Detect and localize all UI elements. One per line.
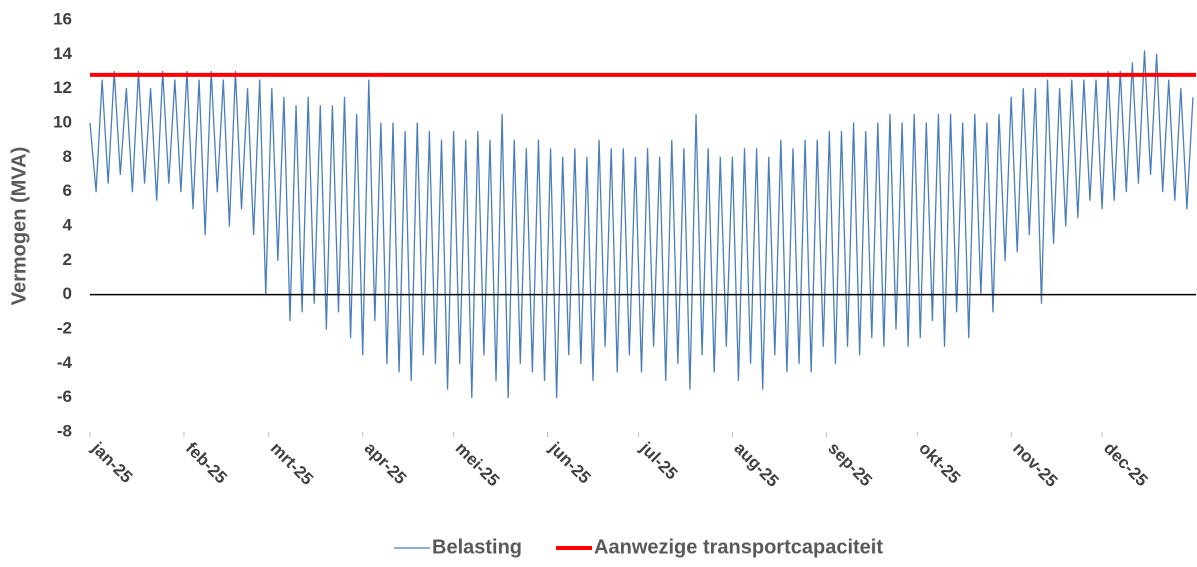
x-tick-label: okt-25: [915, 439, 964, 488]
y-axis-title: Vermogen (MVA): [8, 147, 30, 306]
y-tick-label: 12: [53, 78, 72, 97]
legend: Belasting Aanwezige transportcapaciteit: [394, 536, 883, 558]
y-tick-label: 10: [53, 112, 72, 131]
y-tick-label: 6: [63, 181, 72, 200]
x-tick-label: mrt-25: [267, 439, 317, 489]
x-tick-label: feb-25: [182, 439, 231, 488]
y-tick-label: -8: [57, 421, 72, 440]
x-tick-label: jan-25: [87, 438, 136, 487]
series-line: [89, 50, 1194, 399]
y-tick-label: -2: [57, 318, 72, 337]
legend-label: Aanwezige transportcapaciteit: [594, 536, 883, 558]
y-tick-label: -6: [57, 387, 72, 406]
y-tick-label: 4: [63, 215, 73, 234]
y-tick-label: 8: [63, 147, 72, 166]
x-tick-label: aug-25: [730, 439, 782, 491]
legend-label: Belasting: [432, 536, 522, 558]
x-tick-label: mei-25: [452, 439, 504, 491]
x-tick-label: jun-25: [545, 438, 595, 488]
y-tick-label: 14: [53, 44, 72, 63]
y-tick-label: 0: [63, 284, 72, 303]
x-tick-label: apr-25: [361, 439, 411, 489]
x-tick-label: nov-25: [1009, 439, 1061, 491]
x-tick-label: dec-25: [1100, 439, 1152, 491]
y-tick-label: 2: [63, 250, 72, 269]
x-tick-label: jul-25: [636, 438, 682, 484]
x-tick-label: sep-25: [824, 439, 876, 491]
y-tick-label: -4: [57, 353, 73, 372]
y-tick-label: 16: [53, 9, 72, 28]
